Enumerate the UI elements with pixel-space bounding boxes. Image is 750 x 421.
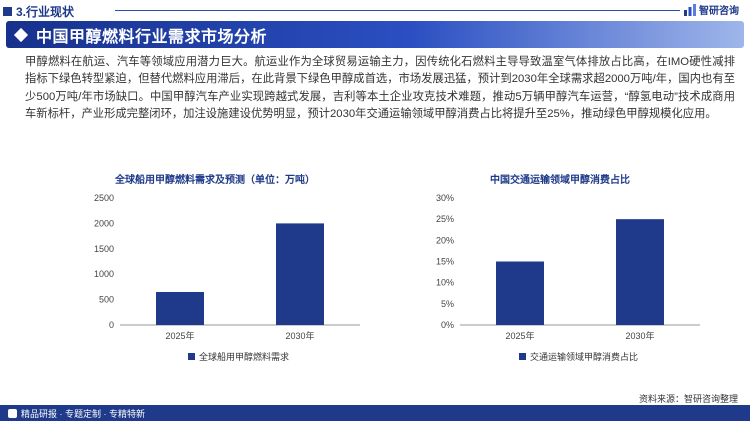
- y-tick-label: 500: [99, 295, 114, 305]
- x-tick-label: 2025年: [165, 330, 194, 341]
- bar-2030年: [616, 219, 664, 325]
- bar-2025年: [156, 291, 204, 325]
- y-tick-label: 5%: [441, 299, 454, 309]
- legend-label: 全球船用甲醇燃料需求: [199, 351, 289, 362]
- logo-icon: [684, 3, 696, 16]
- section-label: 3.行业现状: [3, 3, 74, 20]
- legend-label: 交通运输领域甲醇消费占比: [530, 351, 638, 362]
- footer-icon: [8, 409, 17, 418]
- body-paragraph: 甲醇燃料在航运、汽车等领域应用潜力巨大。航运业作为全球贸易运输主力，因传统化石燃…: [25, 56, 735, 120]
- x-tick-label: 2030年: [285, 330, 314, 341]
- y-tick-label: 0: [109, 320, 114, 330]
- y-tick-label: 15%: [436, 257, 454, 267]
- y-tick-label: 1500: [94, 244, 114, 254]
- top-rule: [115, 10, 680, 11]
- chart-china-transport-share: 0% 5% 10% 15% 20% 25% 30% 2025年 2030年交通运输领域甲醇消费占…: [436, 193, 700, 362]
- y-tick-label: 2500: [94, 193, 114, 203]
- footer-left: 精品研报 · 专题定制 · 专精特新: [8, 407, 145, 420]
- source-note: 资料来源：智研咨询整理: [638, 394, 738, 404]
- y-tick-label: 1000: [94, 269, 114, 279]
- x-tick-label: 2030年: [625, 330, 654, 341]
- y-tick-label: 2000: [94, 218, 114, 228]
- y-tick-label: 0%: [441, 320, 454, 330]
- y-tick-label: 30%: [436, 193, 454, 203]
- chart-title-global-marine: 全球船用甲醇燃料需求及预测（单位：万吨）: [115, 175, 315, 186]
- logo: 智研咨询: [684, 2, 739, 17]
- section-label-text: 3.行业现状: [16, 5, 75, 19]
- banner-title: 中国甲醇燃料行业需求市场分析: [36, 28, 268, 46]
- y-tick-label: 10%: [436, 278, 454, 288]
- top-bar: 3.行业现状 智研咨询: [0, 0, 750, 20]
- diamond-icon: [13, 27, 29, 42]
- title-banner: 中国甲醇燃料行业需求市场分析: [6, 21, 744, 48]
- bar-2030年: [276, 223, 324, 325]
- footer-text: 精品研报 · 专题定制 · 专精特新: [21, 409, 145, 419]
- bar-2025年: [496, 261, 544, 325]
- y-tick-label: 20%: [436, 235, 454, 245]
- legend-swatch: [188, 353, 195, 360]
- chart-title-china-transport: 中国交通运输领域甲醇消费占比: [490, 175, 630, 186]
- section-square-icon: [3, 7, 12, 16]
- legend-swatch: [519, 353, 526, 360]
- y-tick-label: 25%: [436, 214, 454, 224]
- logo-text: 智研咨询: [699, 6, 739, 17]
- x-tick-label: 2025年: [505, 330, 534, 341]
- footer-bar: [0, 405, 750, 421]
